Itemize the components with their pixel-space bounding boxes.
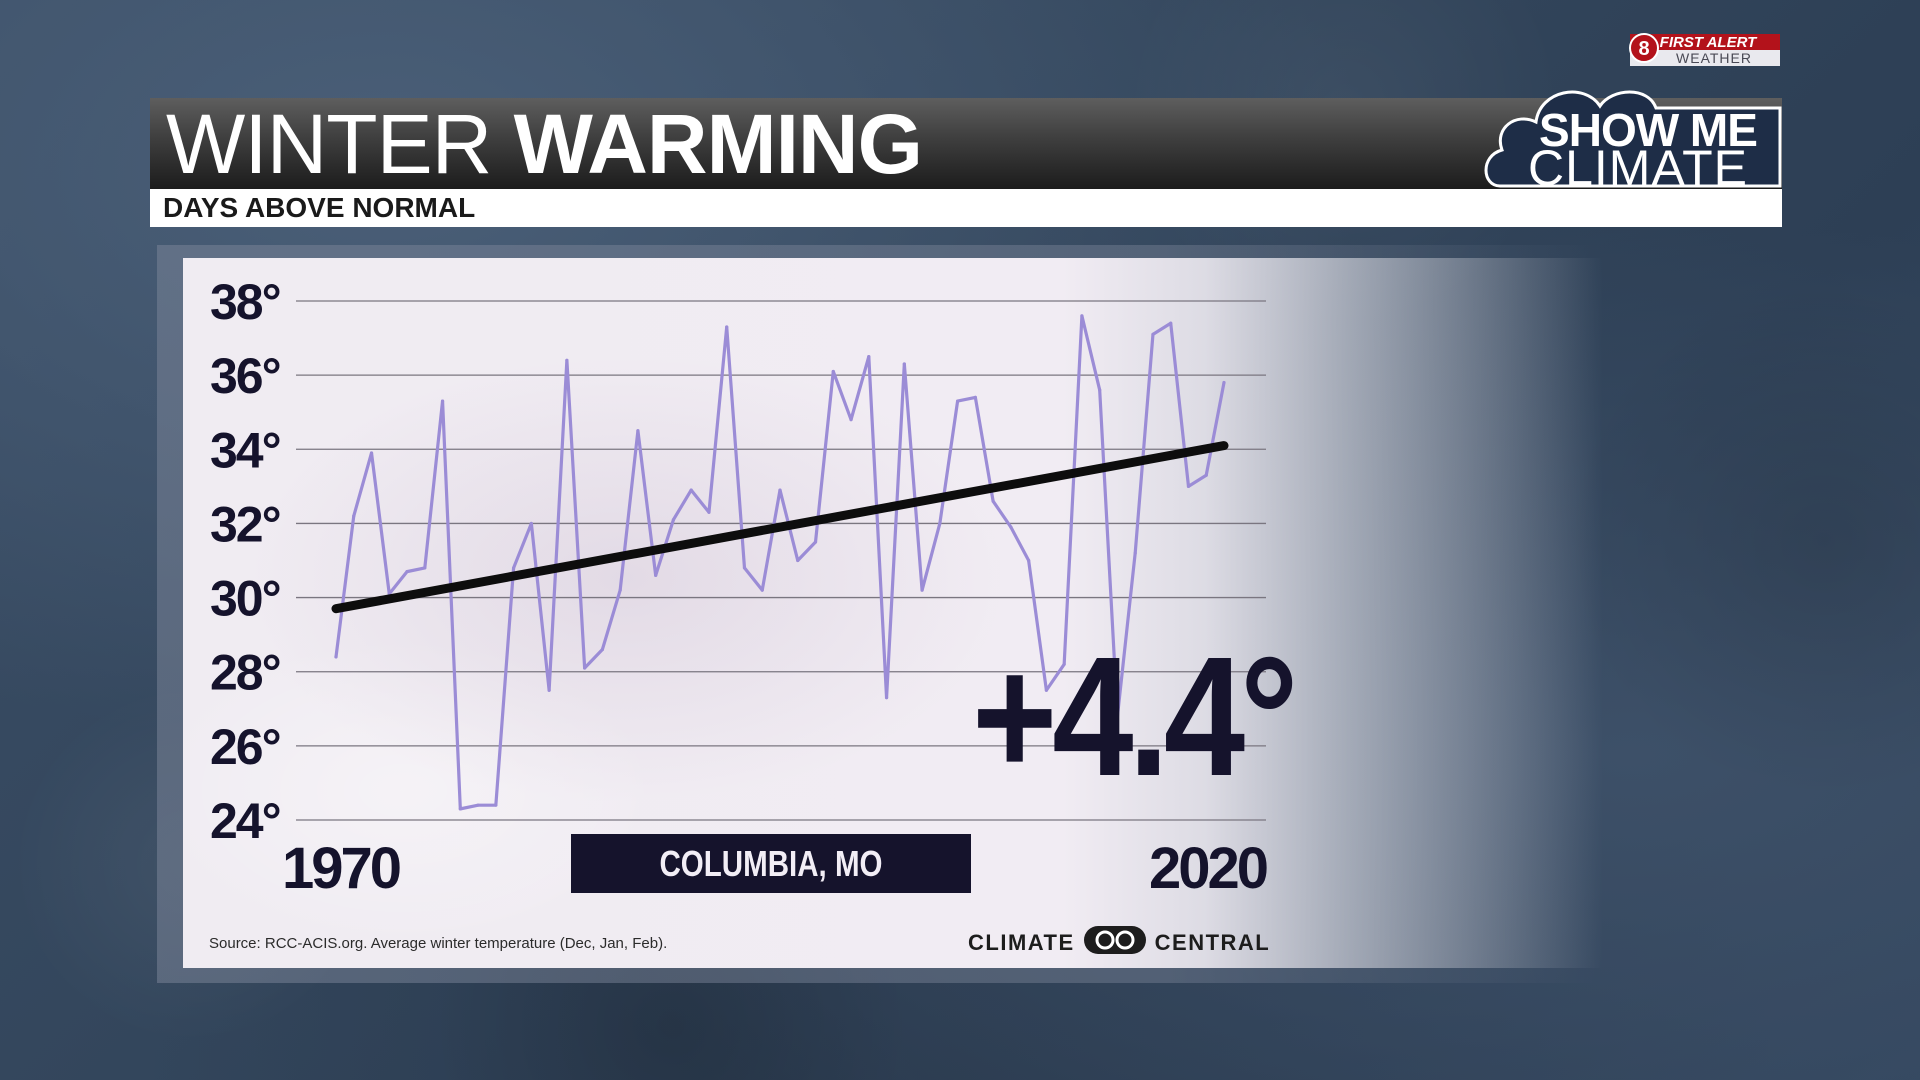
data-point: [440, 399, 445, 403]
data-point: [991, 499, 995, 503]
logo-line-2: CLIMATE: [1528, 140, 1748, 192]
data-point: [352, 514, 356, 518]
weather-strip: [1630, 50, 1780, 66]
x-tick-label: 2020: [1149, 836, 1267, 901]
data-point: [1133, 551, 1137, 555]
data-point: [1151, 332, 1155, 336]
y-tick-label: 24°: [210, 793, 280, 849]
data-point: [458, 807, 462, 811]
brand-right: CENTRAL: [1154, 930, 1271, 955]
y-tick-label: 28°: [210, 645, 280, 701]
cloud-icon: [1484, 90, 1782, 188]
data-point: [1115, 714, 1120, 718]
data-point: [1009, 525, 1013, 529]
y-tick-label: 32°: [210, 496, 280, 552]
data-point: [618, 588, 622, 592]
weather-text: WEATHER: [1676, 50, 1752, 66]
data-point: [1098, 388, 1102, 392]
logo-graphic: 8 FIRST ALERT WEATHER SHOW ME CLIMATE: [1484, 33, 1782, 192]
data-point: [1027, 558, 1031, 563]
data-point: [938, 521, 942, 526]
y-tick-label: 30°: [210, 571, 280, 627]
data-point: [369, 451, 374, 455]
location-label: COLUMBIA, MO: [659, 842, 883, 884]
data-point: [511, 566, 516, 570]
page-title: WINTER WARMING: [166, 102, 923, 186]
first-alert-text: FIRST ALERT: [1660, 34, 1759, 51]
data-point: [867, 355, 871, 359]
data-point: [902, 362, 906, 366]
data-point: [1080, 314, 1084, 318]
data-point: [423, 566, 427, 570]
trend-line: [331, 441, 1229, 614]
logo-line-1: SHOW ME: [1539, 104, 1757, 156]
title-light: WINTER: [166, 97, 514, 191]
data-point: [1044, 688, 1048, 692]
data-point: [600, 647, 605, 652]
data-point: [1169, 321, 1173, 325]
show-me-climate-logo: 8 FIRST ALERT WEATHER SHOW ME CLIMATE: [1480, 28, 1786, 192]
data-point: [636, 429, 640, 433]
x-tick-label: 1970: [282, 836, 400, 901]
data-point: [760, 588, 764, 592]
data-point: [1062, 662, 1066, 666]
subtitle-bar: DAYS ABOVE NORMAL: [150, 189, 1782, 227]
data-point: [973, 395, 977, 399]
data-point: [956, 399, 960, 403]
data-point: [476, 803, 480, 807]
data-point: [725, 325, 729, 329]
data-point: [334, 655, 338, 659]
data-point: [689, 488, 693, 492]
channel-badge: [1629, 33, 1659, 63]
data-point: [529, 521, 533, 526]
climate-central-logo: CLIMATE CENTRAL: [968, 925, 1271, 961]
data-point: [707, 510, 711, 514]
data-point: [920, 588, 924, 592]
data-point: [849, 418, 853, 422]
data-point: [405, 570, 409, 574]
data-point: [1222, 380, 1226, 385]
data-point: [1186, 484, 1191, 488]
infinity-icon: [1083, 925, 1147, 961]
location-box: COLUMBIA, MO: [571, 834, 971, 893]
data-point: [547, 688, 551, 692]
y-tick-label: 34°: [210, 422, 280, 478]
source-note: Source: RCC-ACIS.org. Average winter tem…: [209, 935, 668, 952]
y-tick-label: 26°: [210, 719, 280, 775]
channel-number: 8: [1638, 38, 1649, 60]
data-point: [778, 488, 782, 492]
data-point: [654, 573, 658, 577]
temperature-change-label: +4.4°: [972, 622, 1298, 812]
y-tick-label: 38°: [210, 274, 280, 330]
data-point: [742, 566, 747, 570]
data-point: [671, 518, 676, 522]
brand-left: CLIMATE: [968, 930, 1075, 955]
data-point: [884, 696, 889, 700]
data-point: [813, 540, 818, 544]
data-point: [583, 666, 587, 670]
y-tick-label: 36°: [210, 348, 280, 404]
subtitle: DAYS ABOVE NORMAL: [163, 192, 476, 223]
data-point: [494, 803, 498, 807]
data-point: [1204, 473, 1208, 477]
data-point: [796, 558, 800, 563]
data-point: [831, 369, 835, 374]
title-bold: WARMING: [513, 97, 923, 191]
data-point: [565, 358, 569, 362]
